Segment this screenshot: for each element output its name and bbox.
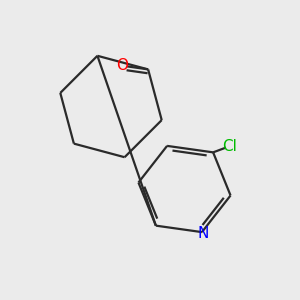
Text: O: O [116, 58, 128, 73]
Text: N: N [198, 226, 209, 241]
Text: Cl: Cl [222, 139, 237, 154]
